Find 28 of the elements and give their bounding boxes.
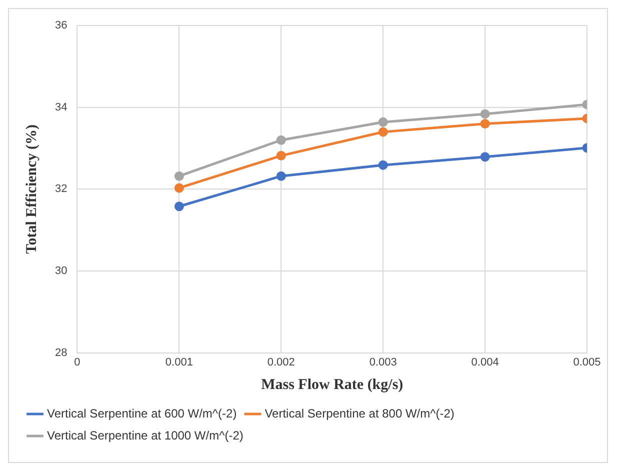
point [276, 135, 286, 145]
x-tick-label: 0.004 [471, 356, 499, 368]
point [174, 171, 184, 181]
x-tick-label: 0.005 [573, 356, 601, 368]
x-tick-label: 0.003 [369, 356, 397, 368]
point [378, 127, 388, 137]
y-tick-label: 34 [54, 101, 68, 114]
y-tick-label: 30 [54, 265, 68, 278]
point [276, 150, 286, 160]
y-axis-title: Total Efficiency (%) [24, 124, 40, 254]
point [378, 160, 388, 170]
x-tick-label: 0.001 [165, 356, 193, 368]
y-tick-label: 28 [54, 346, 68, 359]
point [276, 171, 286, 181]
y-tick-label: 36 [54, 20, 68, 32]
point [174, 202, 184, 212]
x-tick-label: 0 [74, 356, 80, 368]
point [378, 117, 388, 127]
x-axis-title: Mass Flow Rate (kg/s) [261, 376, 404, 393]
point [480, 152, 490, 162]
x-tick-label: 0.002 [267, 356, 295, 368]
legend-label: Vertical Serpentine at 600 W/m^(-2) [47, 406, 237, 420]
legend-label: Vertical Serpentine at 1000 W/m^(-2) [47, 428, 244, 442]
point [480, 109, 490, 119]
legend-label: Vertical Serpentine at 800 W/m^(-2) [264, 406, 454, 420]
y-tick-label: 32 [54, 183, 68, 196]
point [480, 119, 490, 129]
point [174, 183, 184, 193]
